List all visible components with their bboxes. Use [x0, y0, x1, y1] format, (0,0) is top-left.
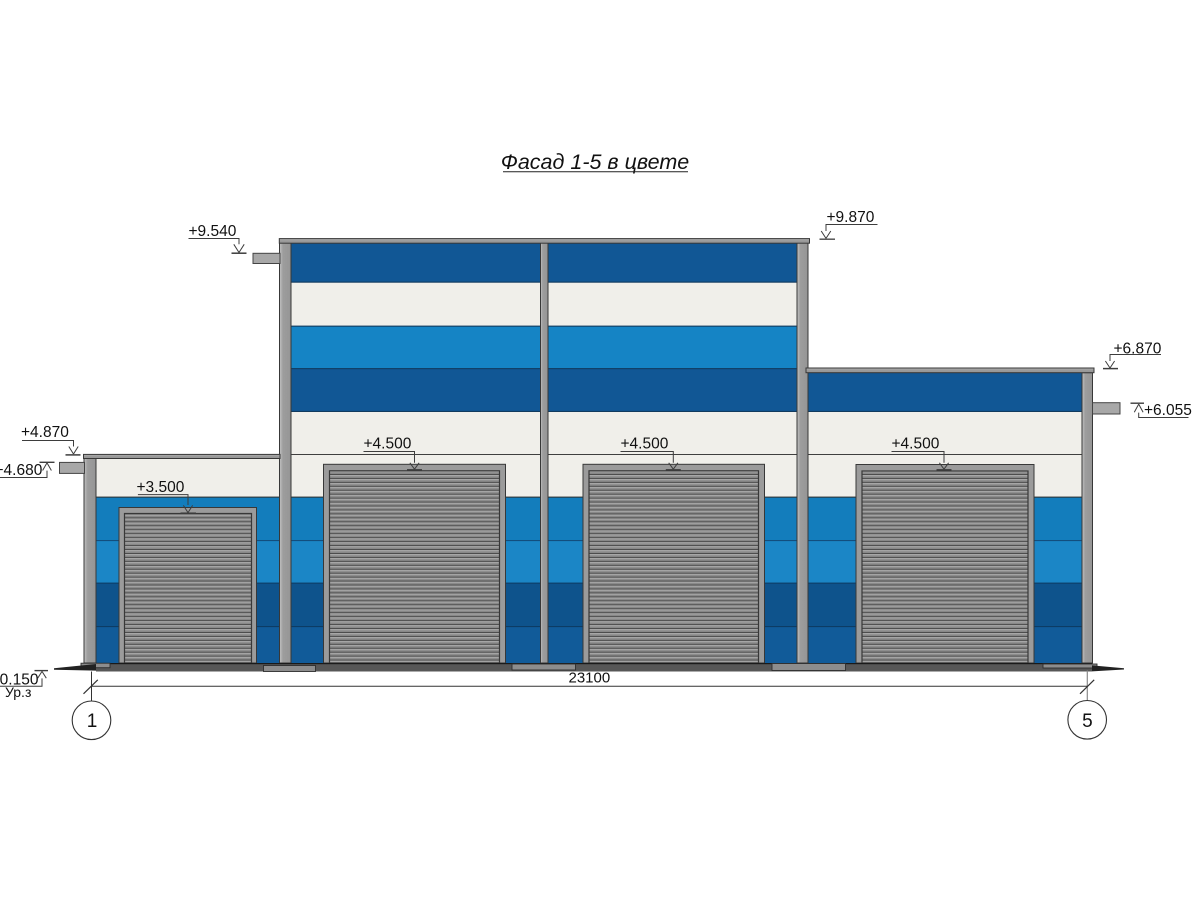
svg-text:+9.870: +9.870	[827, 209, 875, 226]
svg-text:+4.500: +4.500	[621, 436, 669, 453]
svg-text:+6.055: +6.055	[1144, 402, 1192, 419]
svg-text:+4.500: +4.500	[364, 436, 412, 453]
svg-text:+4.500: +4.500	[892, 436, 940, 453]
svg-text:+3.500: +3.500	[137, 479, 185, 496]
svg-text:1: 1	[87, 711, 98, 732]
svg-text:23100: 23100	[569, 670, 611, 687]
svg-text:+6.870: +6.870	[1114, 341, 1162, 358]
svg-text:Фасад 1-5 в цвете: Фасад 1-5 в цвете	[501, 150, 690, 174]
svg-text:Ур.з: Ур.з	[5, 684, 31, 700]
svg-text:+4.870: +4.870	[21, 424, 69, 441]
svg-text:-0.150: -0.150	[0, 671, 39, 688]
svg-text:+4.680: +4.680	[0, 462, 43, 479]
svg-text:5: 5	[1082, 711, 1093, 732]
svg-text:+9.540: +9.540	[189, 223, 237, 240]
